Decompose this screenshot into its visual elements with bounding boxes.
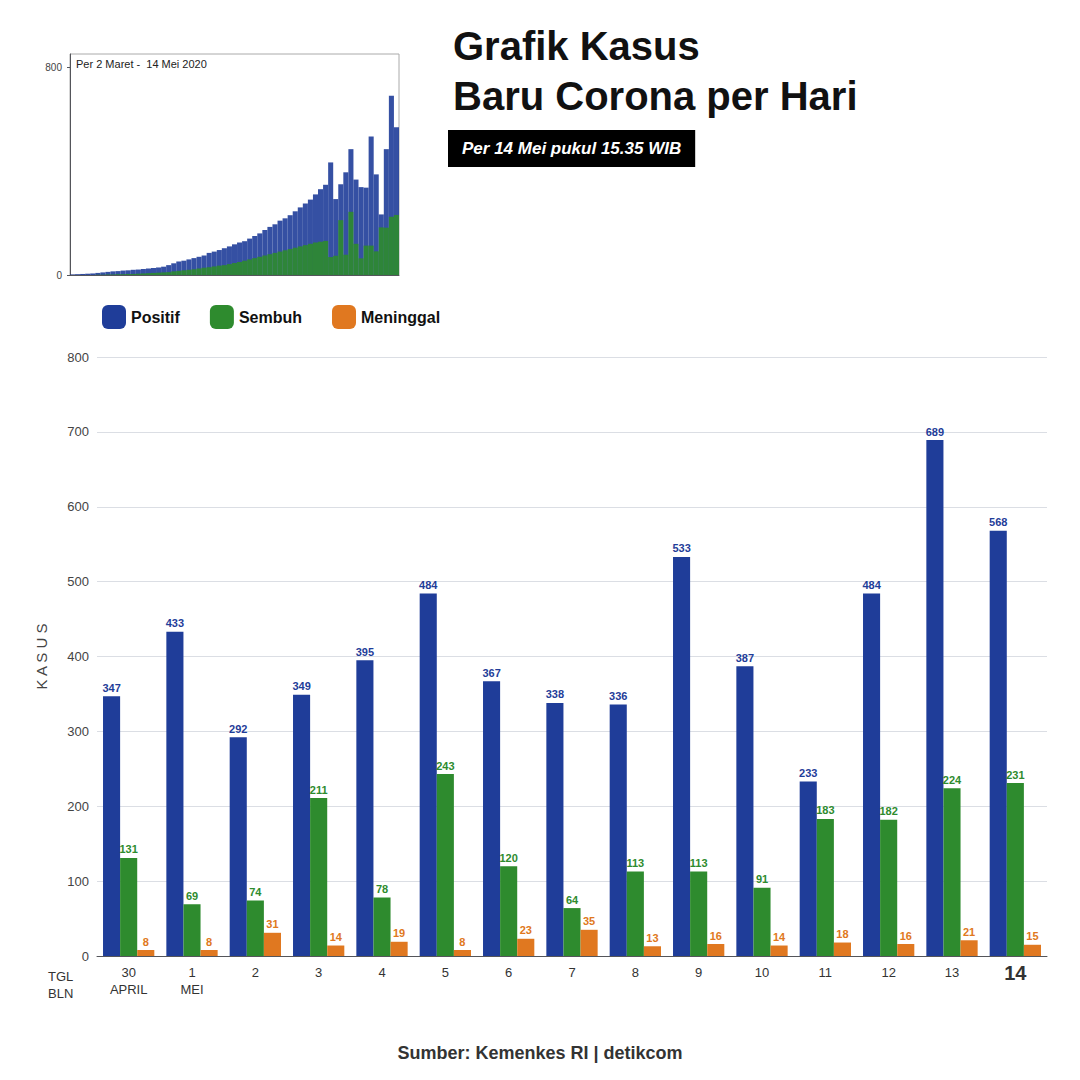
svg-text:18: 18 (836, 928, 848, 940)
svg-text:338: 338 (546, 688, 564, 700)
svg-text:30: 30 (121, 965, 135, 980)
svg-text:Baru Corona per Hari: Baru Corona per Hari (453, 74, 858, 118)
svg-text:Per 14 Mei pukul 15.35 WIB: Per 14 Mei pukul 15.35 WIB (462, 139, 681, 158)
svg-text:13: 13 (945, 965, 959, 980)
svg-text:MEI: MEI (180, 982, 203, 997)
svg-text:100: 100 (67, 874, 89, 889)
svg-text:349: 349 (292, 680, 310, 692)
svg-text:8: 8 (143, 936, 149, 948)
svg-text:484: 484 (419, 579, 438, 591)
svg-text:367: 367 (482, 667, 500, 679)
svg-text:APRIL: APRIL (110, 982, 148, 997)
svg-text:700: 700 (67, 424, 89, 439)
svg-text:23: 23 (520, 924, 532, 936)
svg-text:Grafik Kasus: Grafik Kasus (453, 24, 700, 68)
svg-text:336: 336 (609, 690, 627, 702)
svg-text:233: 233 (799, 767, 817, 779)
svg-text:800: 800 (45, 62, 62, 73)
svg-text:568: 568 (989, 516, 1007, 528)
svg-text:183: 183 (816, 804, 834, 816)
svg-text:14: 14 (330, 931, 343, 943)
svg-text:19: 19 (393, 927, 405, 939)
svg-text:Sumber: Kemenkes RI | detikcom: Sumber: Kemenkes RI | detikcom (397, 1043, 682, 1063)
svg-text:91: 91 (756, 873, 768, 885)
svg-text:15: 15 (1026, 930, 1038, 942)
svg-text:78: 78 (376, 883, 388, 895)
svg-text:TGL: TGL (48, 969, 73, 984)
svg-text:689: 689 (926, 426, 944, 438)
svg-text:5: 5 (442, 965, 449, 980)
svg-text:31: 31 (266, 918, 278, 930)
svg-text:BLN: BLN (48, 986, 73, 1001)
svg-text:6: 6 (505, 965, 512, 980)
svg-text:69: 69 (186, 890, 198, 902)
svg-text:0: 0 (82, 949, 89, 964)
svg-text:35: 35 (583, 915, 595, 927)
svg-text:533: 533 (672, 542, 690, 554)
svg-text:243: 243 (436, 760, 454, 772)
svg-text:300: 300 (67, 724, 89, 739)
svg-text:Positif: Positif (131, 309, 181, 326)
svg-text:387: 387 (736, 652, 754, 664)
svg-text:395: 395 (356, 646, 374, 658)
svg-text:14: 14 (1004, 962, 1027, 984)
svg-text:113: 113 (690, 857, 708, 869)
svg-text:16: 16 (900, 930, 912, 942)
svg-text:7: 7 (568, 965, 575, 980)
svg-text:8: 8 (459, 936, 465, 948)
svg-text:433: 433 (166, 617, 184, 629)
svg-text:800: 800 (67, 350, 89, 365)
svg-text:13: 13 (646, 932, 658, 944)
svg-text:600: 600 (67, 499, 89, 514)
svg-text:21: 21 (963, 926, 975, 938)
svg-text:2: 2 (252, 965, 259, 980)
svg-text:120: 120 (499, 852, 517, 864)
svg-text:347: 347 (102, 682, 120, 694)
svg-text:4: 4 (378, 965, 385, 980)
svg-text:Per 2 Maret - 14 Mei 2020: Per 2 Maret - 14 Mei 2020 (76, 58, 207, 70)
svg-text:14: 14 (773, 931, 786, 943)
svg-text:8: 8 (632, 965, 639, 980)
svg-text:200: 200 (67, 799, 89, 814)
svg-text:292: 292 (229, 723, 247, 735)
svg-text:182: 182 (879, 805, 897, 817)
svg-text:1: 1 (188, 965, 195, 980)
svg-text:400: 400 (67, 649, 89, 664)
svg-text:224: 224 (943, 774, 962, 786)
svg-text:500: 500 (67, 574, 89, 589)
svg-text:64: 64 (566, 894, 579, 906)
svg-text:9: 9 (695, 965, 702, 980)
svg-text:0: 0 (56, 270, 62, 281)
svg-text:231: 231 (1006, 769, 1024, 781)
svg-text:16: 16 (710, 930, 722, 942)
svg-text:113: 113 (626, 857, 644, 869)
svg-text:3: 3 (315, 965, 322, 980)
svg-text:Sembuh: Sembuh (239, 309, 302, 326)
svg-text:484: 484 (862, 579, 881, 591)
svg-text:74: 74 (249, 886, 262, 898)
svg-text:12: 12 (881, 965, 895, 980)
svg-text:211: 211 (310, 784, 328, 796)
svg-text:K A S U S: K A S U S (33, 624, 50, 690)
svg-text:10: 10 (755, 965, 769, 980)
svg-text:11: 11 (819, 965, 833, 980)
svg-text:8: 8 (206, 936, 212, 948)
svg-text:131: 131 (119, 843, 137, 855)
svg-text:Meninggal: Meninggal (361, 309, 440, 326)
